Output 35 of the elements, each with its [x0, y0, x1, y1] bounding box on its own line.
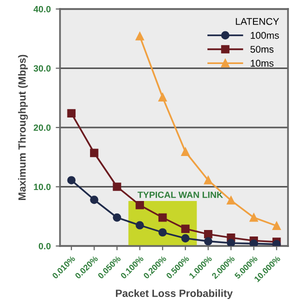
legend-title: LATENCY	[236, 18, 280, 25]
point	[158, 93, 167, 102]
point	[204, 230, 212, 238]
point	[158, 228, 167, 237]
point	[67, 109, 76, 118]
y-tick-label: 10.0	[34, 184, 51, 190]
y-axis-title: Maximum Throughput (Mbps)	[18, 54, 28, 200]
point	[90, 148, 98, 158]
legend-label: 100ms	[250, 32, 279, 39]
point	[181, 224, 190, 233]
point	[112, 213, 122, 222]
y-tick-label: 0.0	[38, 242, 51, 250]
point	[250, 213, 258, 222]
legend-label: 50ms	[250, 46, 274, 53]
legend-label: 10ms	[250, 60, 274, 67]
point	[136, 221, 144, 230]
point	[90, 196, 98, 204]
point	[226, 196, 236, 205]
point	[67, 176, 76, 184]
point	[226, 238, 236, 246]
point	[158, 213, 167, 222]
point	[250, 239, 258, 246]
y-tick-label: 20.0	[34, 124, 51, 131]
x-axis-title: Packet Loss Probability	[116, 289, 233, 300]
point	[204, 237, 212, 246]
point	[181, 234, 190, 242]
y-tick-label: 40.0	[34, 6, 51, 12]
point	[136, 32, 144, 40]
point	[136, 200, 144, 210]
point	[112, 182, 122, 191]
band-label: TYPICAL WAN LINK	[138, 192, 224, 198]
point	[181, 148, 190, 156]
y-tick-label: 30.0	[34, 65, 51, 72]
point	[204, 176, 212, 184]
point	[272, 222, 281, 230]
